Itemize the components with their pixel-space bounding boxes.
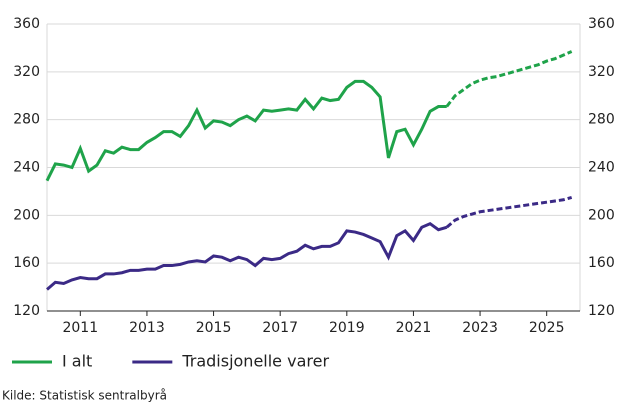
y-tick-label: 320: [13, 64, 40, 80]
source: Kilde: Statistisk sentralbyrå: [2, 389, 167, 403]
x-tick-label: 2011: [62, 320, 98, 336]
y-tick-label: 200: [13, 207, 40, 223]
x-tick-label: 2023: [462, 320, 498, 336]
y2-tick-label: 320: [588, 64, 615, 80]
x-tick-label: 2021: [396, 320, 432, 336]
x-tick-label: 2019: [329, 320, 365, 336]
forecast-line: [445, 195, 573, 229]
x-tick-label: 2025: [529, 320, 565, 336]
y2-tick-label: 120: [588, 303, 615, 319]
y2-tick-label: 280: [588, 112, 615, 128]
y-tick-label: 120: [13, 303, 40, 319]
y-tick-label: 160: [13, 255, 40, 271]
y2-tick-label: 240: [588, 160, 615, 176]
x-tick-label: 2017: [262, 320, 298, 336]
y-tick-label: 360: [13, 16, 40, 32]
y2-tick-label: 360: [588, 16, 615, 32]
series-line: [46, 221, 448, 291]
y-tick-label: 280: [13, 112, 40, 128]
x-tick-label: 2013: [129, 320, 165, 336]
forecast-line: [445, 50, 573, 108]
x-tick-label: 2015: [196, 320, 232, 336]
legend-label: Tradisjonelle varer: [181, 352, 329, 371]
y-tick-label: 240: [13, 160, 40, 176]
series-line: [45, 79, 447, 182]
y2-tick-label: 160: [588, 255, 615, 271]
legend-label: I alt: [62, 352, 92, 371]
y2-tick-label: 200: [588, 207, 615, 223]
